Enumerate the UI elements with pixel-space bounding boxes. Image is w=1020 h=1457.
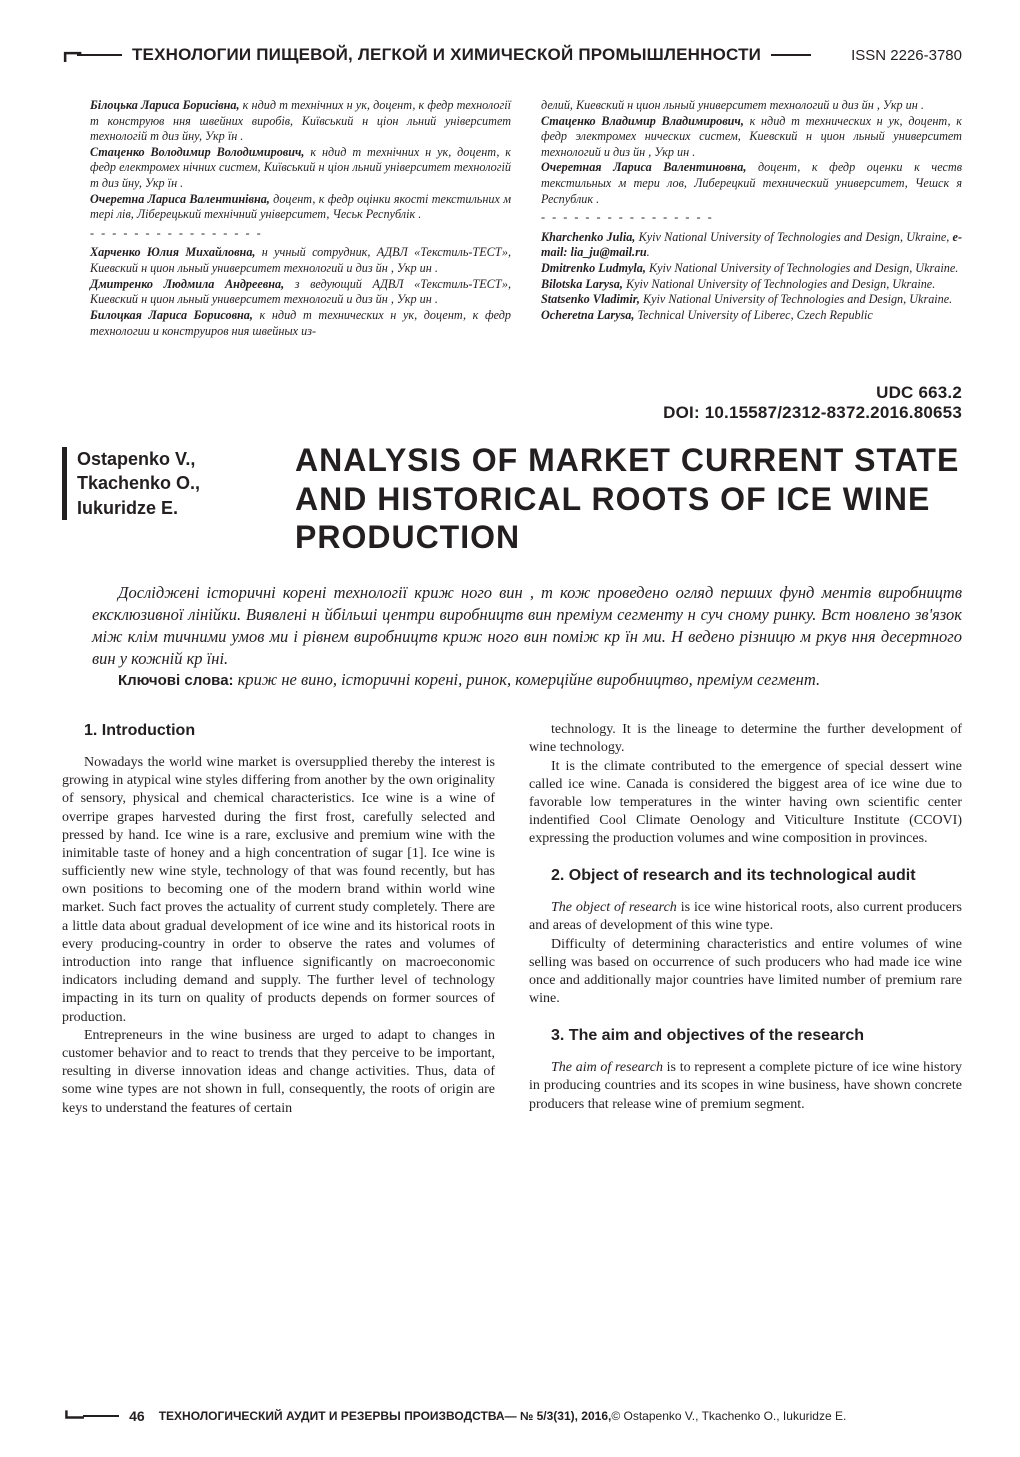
footer-bracket-icon: ⌙ [62,1396,87,1431]
footer-magazine: ТЕХНОЛОГИЧЕСКИЙ АУДИТ И РЕЗЕРВЫ ПРОИЗВОД… [159,1409,505,1423]
credit-line: Dmitrenko Ludmyla, Kyiv National Univers… [541,261,962,277]
section-heading: 1. Introduction [84,721,495,742]
page: ⌐ ТЕХНОЛОГИИ ПИЩЕВОЙ, ЛЕГКОЙ И ХИМИЧЕСКО… [0,0,1020,1457]
credits-left-col: Білоцька Лариса Борисівна, к ндид т техн… [90,98,511,339]
banner-rule [77,54,122,56]
abstract-block: Досліджені історичні корені технології к… [92,582,962,691]
bracket-icon: ⌐ [62,32,83,74]
footer-copyright: © Ostapenko V., Tkachenko O., Iukuridze … [611,1409,846,1423]
body-paragraph: Difficulty of determining characteristic… [529,936,962,1009]
body-paragraph: The object of research is ice wine histo… [529,899,962,935]
body-paragraph: Nowadays the world wine market is oversu… [62,754,495,1027]
credit-line: Стаценко Володимир Володимирович, к ндид… [90,145,511,192]
keywords-label: Ключові слова: [118,672,234,689]
footer: ⌙ 46 ТЕХНОЛОГИЧЕСКИЙ АУДИТ И РЕЗЕРВЫ ПРО… [62,1398,962,1433]
keywords-line: Ключові слова: криж не вино, історичні к… [92,669,962,691]
credit-line: делий, Киевский н цион льный университет… [541,98,962,114]
credit-line: Билоцкая Лариса Борисовна, к ндид т техн… [90,308,511,339]
keywords-text: криж не вино, історичні корені, ринок, к… [234,670,821,689]
body-paragraph: It is the climate contributed to the eme… [529,758,962,849]
credit-line: Стаценко Владимир Владимирович, к ндид т… [541,114,962,161]
credit-line: - - - - - - - - - - - - - - - - [90,226,511,242]
banner-rule [771,54,811,56]
body-col-right: technology. It is the lineage to determi… [529,721,962,1118]
main-title: ANALYSIS OF MARKET CURRENT STATE AND HIS… [295,441,962,556]
credit-line: Очеретная Лариса Валентиновна, доцент, к… [541,160,962,207]
body-columns: 1. Introduction Nowadays the world wine … [62,721,962,1118]
abstract-paragraph: Досліджені історичні корені технології к… [92,582,962,669]
credit-line: - - - - - - - - - - - - - - - - [541,210,962,226]
section-heading: 3. The aim and objectives of the researc… [551,1026,962,1047]
footer-issue: — № 5/3(31), 2016, [505,1409,612,1423]
page-number: 46 [129,1408,145,1424]
section-heading: 2. Object of research and its technologi… [551,866,962,887]
title-row: Ostapenko V., Tkachenko O., Iukuridze E.… [62,441,962,556]
doi-line: DOI: 10.15587/2312-8372.2016.80653 [62,403,962,423]
body-paragraph: technology. It is the lineage to determi… [529,721,962,757]
credits-right-col: делий, Киевский н цион льный университет… [541,98,962,339]
italic-run: The object of research [551,900,677,915]
issn: ISSN 2226-3780 [821,47,962,64]
credit-line: Ocheretna Larysa, Technical University o… [541,308,962,324]
italic-run: The aim of research [551,1060,663,1075]
top-banner: ⌐ ТЕХНОЛОГИИ ПИЩЕВОЙ, ЛЕГКОЙ И ХИМИЧЕСКО… [62,34,962,76]
credit-line: Очеретна Лариса Валентинівна, доцент, к … [90,192,511,223]
author-name: Tkachenko O., [77,471,267,495]
footer-rule [83,1415,119,1417]
credit-line: Bilotska Larysa, Kyiv National Universit… [541,277,962,293]
credit-line: Дмитренко Людмила Андреевна, з ведующий … [90,277,511,308]
credit-line: Kharchenko Julia, Kyiv National Universi… [541,230,962,261]
author-name: Ostapenko V., [77,447,267,471]
credit-line: Харченко Юлия Михайловна, н учный сотруд… [90,245,511,276]
credit-line: Білоцька Лариса Борисівна, к ндид т техн… [90,98,511,145]
body-col-left: 1. Introduction Nowadays the world wine … [62,721,495,1118]
udc-line: UDC 663.2 [62,383,962,403]
body-paragraph: Entrepreneurs in the wine business are u… [62,1027,495,1118]
credit-line: Statsenko Vladimir, Kyiv National Univer… [541,292,962,308]
authors-block: Ostapenko V., Tkachenko O., Iukuridze E. [62,447,267,520]
article-head: UDC 663.2 DOI: 10.15587/2312-8372.2016.8… [62,383,962,691]
body-paragraph: The aim of research is to represent a co… [529,1059,962,1114]
author-credits: Білоцька Лариса Борисівна, к ндид т техн… [90,98,962,339]
author-name: Iukuridze E. [77,496,267,520]
section-title: ТЕХНОЛОГИИ ПИЩЕВОЙ, ЛЕГКОЙ И ХИМИЧЕСКОЙ … [132,45,761,65]
